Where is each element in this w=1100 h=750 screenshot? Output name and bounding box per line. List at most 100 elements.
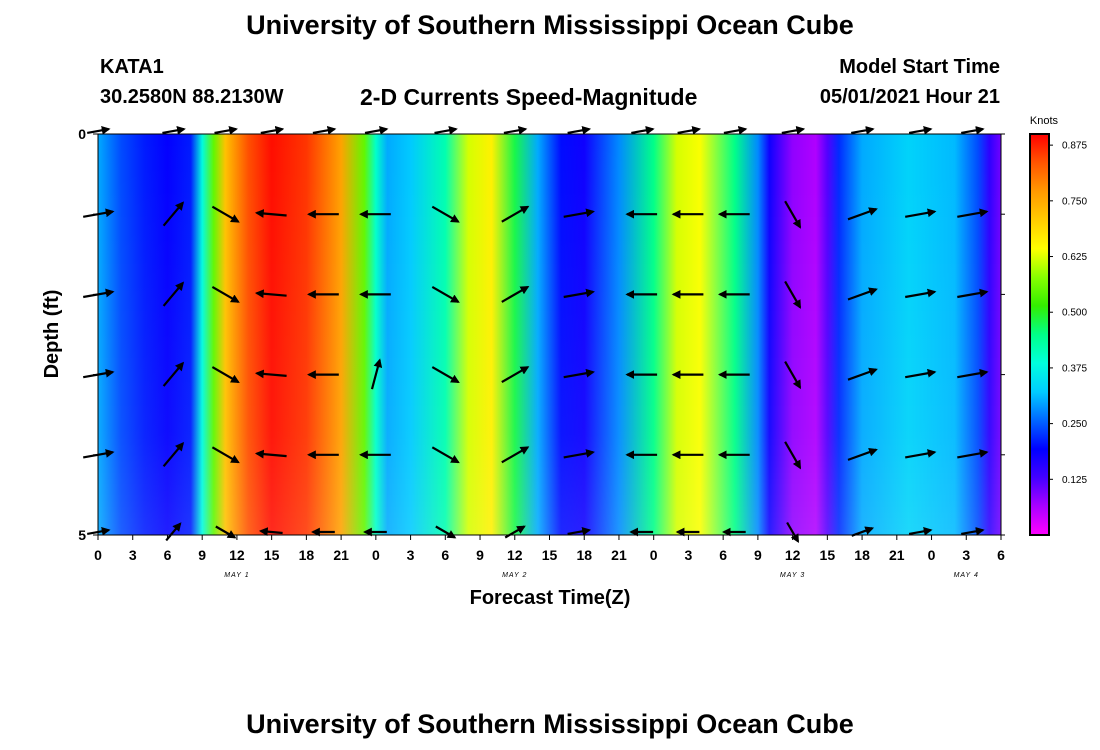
current-vector [214,125,238,135]
x-tick-label: 21 [889,547,905,563]
current-vector [908,526,933,536]
x-tick-label: 3 [407,547,415,563]
x-tick-label: 6 [719,547,727,563]
model-start-label: Model Start Time [839,56,1000,78]
x-tick-label: 18 [299,547,315,563]
current-vector [784,200,802,229]
x-tick-label: 6 [164,547,172,563]
model-start-value: 05/01/2021 Hour 21 [819,86,1000,108]
x-tick-label: 6 [441,547,449,563]
current-vector [211,446,240,464]
current-vector [211,285,240,303]
current-vector [162,361,185,387]
footer-title: University of Southern Mississippi Ocean… [246,709,854,739]
current-vector [165,522,182,542]
current-vector [957,288,989,299]
station-id: KATA1 [100,56,164,78]
current-vector [370,358,383,390]
current-vector [254,289,287,299]
current-vector [364,125,389,135]
depth-shading [98,134,1001,535]
current-vector [847,367,878,381]
date-label: MAY 1 [224,572,249,579]
x-tick-label: 0 [928,547,936,563]
current-vector [961,125,985,135]
current-vector [847,447,878,461]
current-vector [501,366,530,384]
chart-subtitle: 2-D Currents Speed-Magnitude [360,84,698,110]
colorbar-tick-label: 0.500 [1062,308,1087,319]
current-vector [723,125,748,135]
x-tick-label: 15 [820,547,836,563]
date-label: MAY 4 [954,572,979,579]
x-tick-label: 0 [372,547,380,563]
x-tick-label: 12 [229,547,245,563]
current-vector [908,125,933,135]
current-vector [501,205,530,223]
x-tick-label: 9 [476,547,484,563]
current-vector [162,201,185,227]
current-vector [431,285,460,303]
x-axis: 0 3 6 9 12 15 18 21 0 3 6 9 12 15 18 21 0 3 6 9 12 15 18 21 0 3 6 M… [94,535,1005,579]
x-axis-label: Forecast Time(Z) [470,587,631,609]
current-vectors [83,125,989,544]
current-vector [957,368,989,379]
current-vector [905,449,937,459]
current-vector [905,208,937,218]
current-vector [784,280,802,309]
colorbar-title: Knots [1030,115,1059,127]
colorbar-tick-label: 0.125 [1062,475,1087,486]
y-axis: 05 [78,126,1005,543]
x-tick-label: 0 [650,547,658,563]
x-tick-label: 3 [962,547,970,563]
current-vector [501,285,530,303]
main-title: University of Southern Mississippi Ocean… [246,10,854,40]
current-vector [781,125,806,135]
current-vector [504,525,526,539]
current-vector [434,125,458,135]
y-tick-label: 0 [78,126,86,142]
current-vector [435,525,457,539]
current-vector [254,209,287,218]
x-tick-label: 9 [754,547,762,563]
current-vector [260,125,285,135]
current-vector [677,125,702,135]
x-tick-label: 12 [507,547,523,563]
current-vector [563,288,595,299]
station-coordinates: 30.2580N 88.2130W [100,86,284,108]
current-vector [162,441,185,468]
current-vector [431,366,460,384]
current-vector [312,125,337,135]
date-label: MAY 3 [780,572,805,579]
current-vector [503,125,528,135]
colorbar-tick-label: 0.375 [1062,363,1087,374]
current-vector [957,449,989,459]
colorbar-tick-label: 0.875 [1062,141,1087,152]
current-vector [567,125,592,135]
current-vector [162,281,185,307]
current-vector [957,208,989,218]
current-vector [431,446,460,464]
y-axis-label: Depth (ft) [41,290,63,379]
x-tick-label: 3 [685,547,693,563]
x-tick-label: 18 [854,547,870,563]
current-vector [254,449,287,459]
x-tick-label: 18 [576,547,592,563]
x-tick-label: 15 [542,547,558,563]
x-tick-label: 9 [198,547,206,563]
current-vector [905,288,937,299]
colorbar-gradient-bar [1029,133,1050,536]
current-vector [851,125,875,135]
current-vector [567,526,592,536]
current-vector [211,205,240,223]
y-tick-label: 5 [78,527,86,543]
current-vector [847,207,878,221]
current-vector [215,525,237,539]
current-vector [784,361,802,390]
colorbar-tick-label: 0.250 [1062,419,1087,430]
current-vector [162,125,186,135]
colorbar: Knots 0.875 0.750 0.625 0.500 0.375 0.250 0.12… [1029,115,1087,536]
current-vector [87,125,111,135]
date-label: MAY 2 [502,572,527,579]
